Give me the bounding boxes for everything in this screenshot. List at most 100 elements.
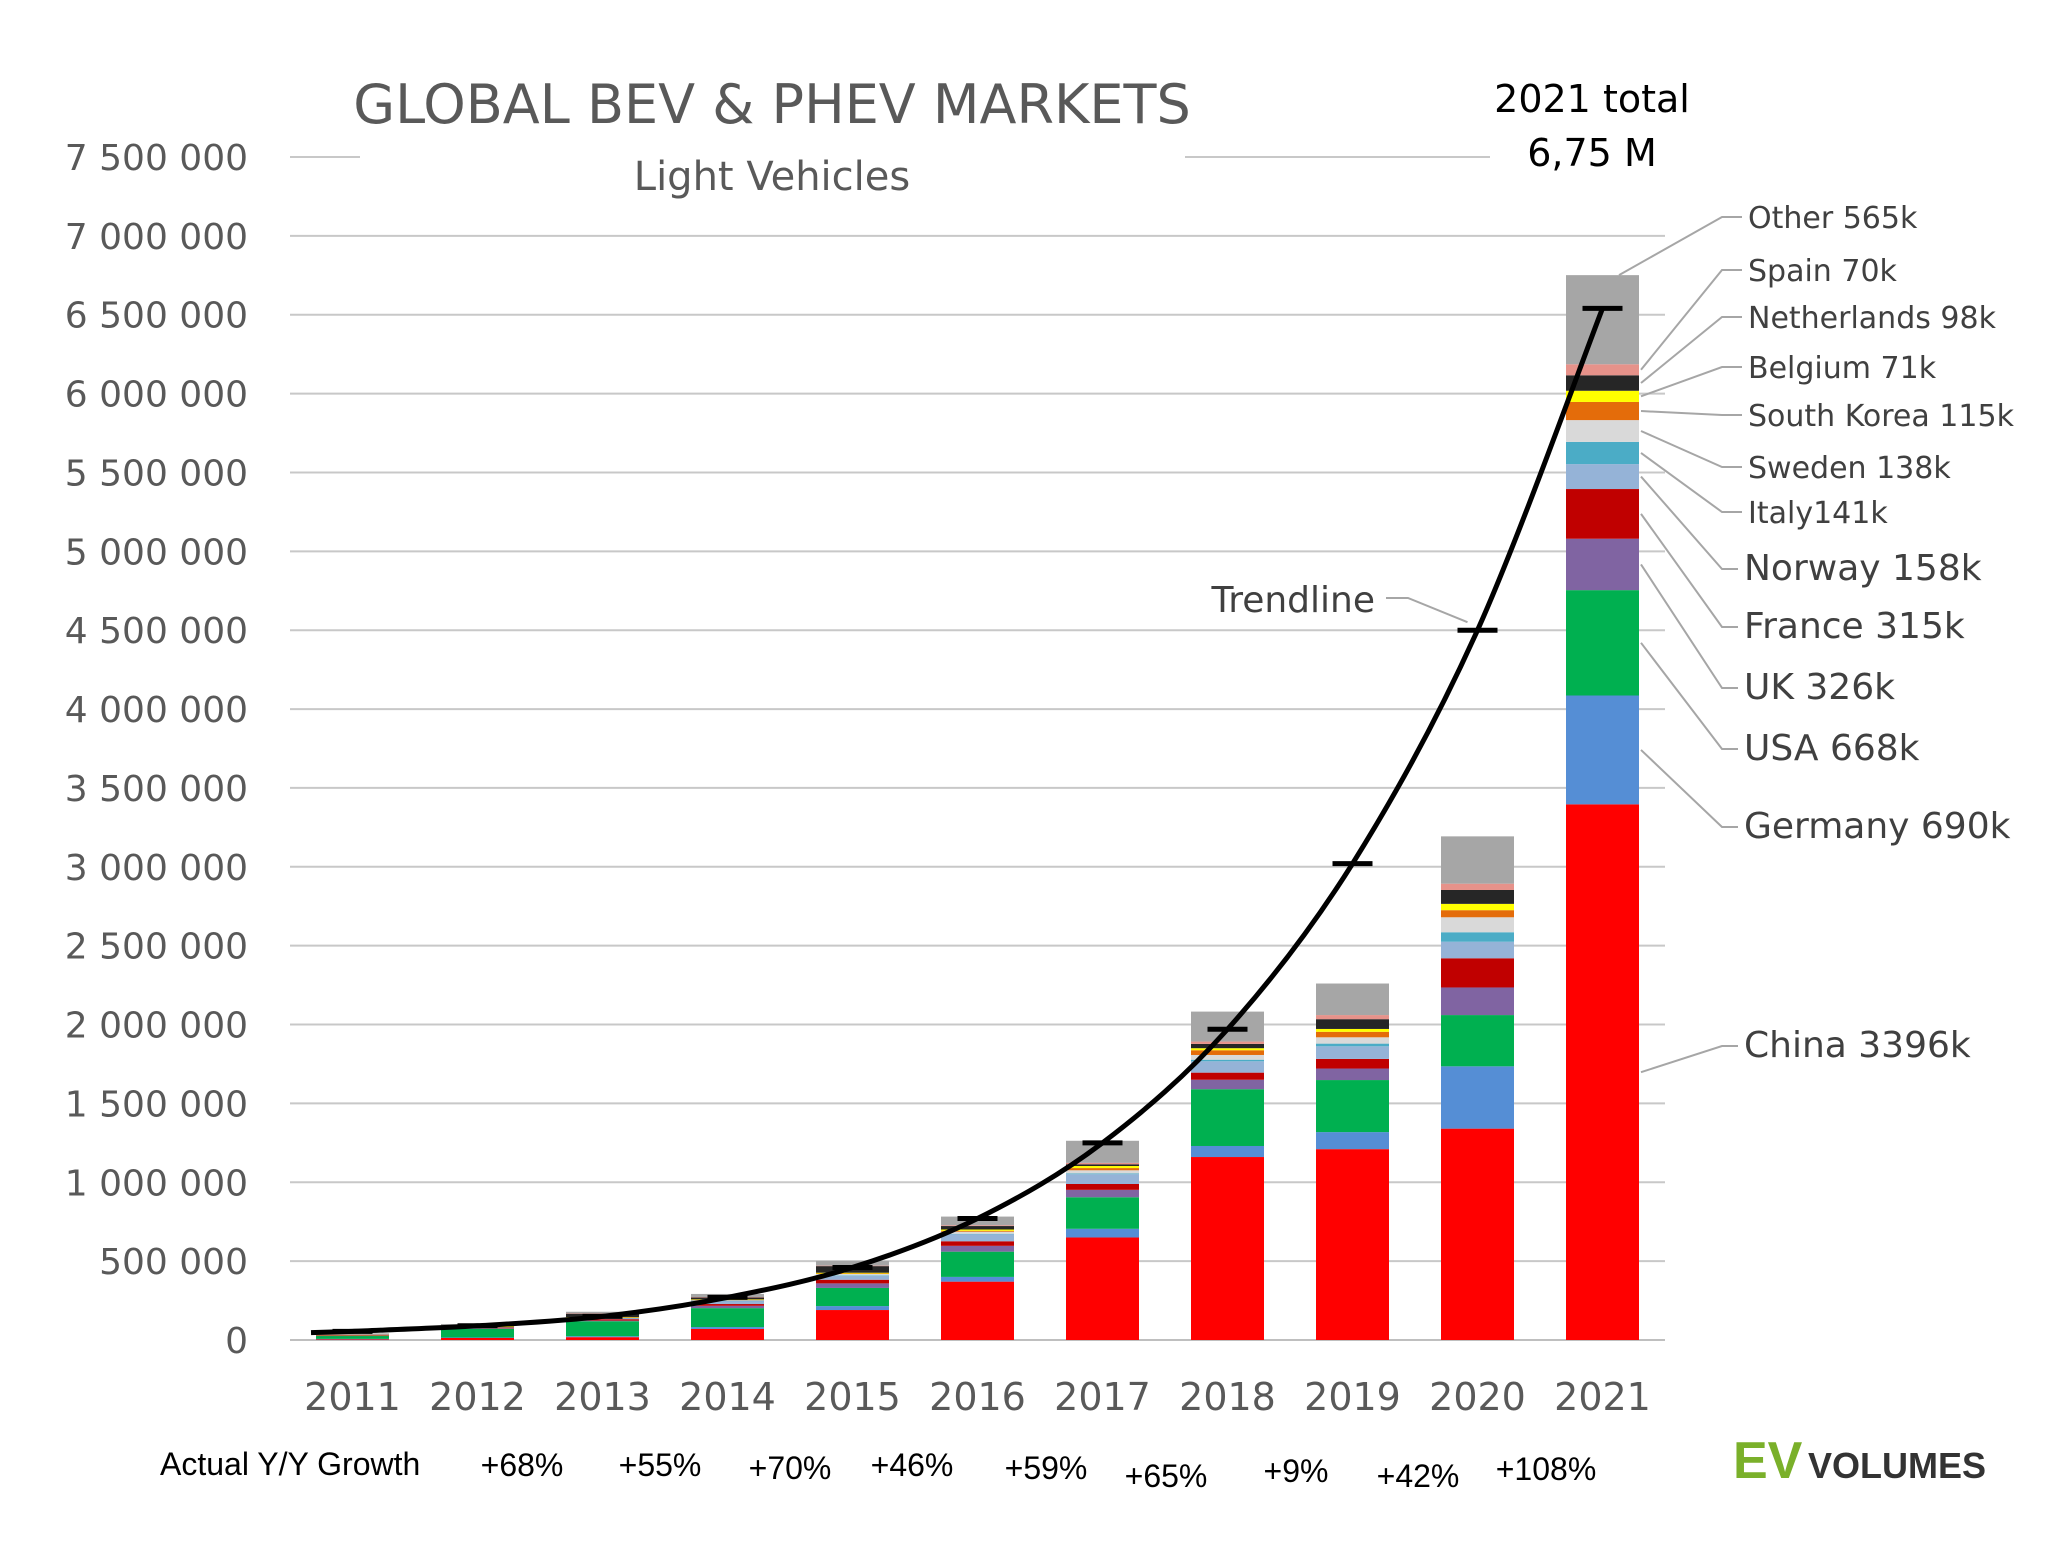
bar-segment <box>1066 1237 1139 1340</box>
bar-segment <box>691 1300 764 1302</box>
bar-segment <box>1441 903 1514 911</box>
segment-labels: Other 565k Spain 70k Netherlands 98k Belgiu… <box>1618 201 2015 1074</box>
bar-segment <box>316 1339 389 1340</box>
bar-segment <box>566 1313 639 1314</box>
bar-segment <box>1316 1058 1389 1069</box>
label-leader <box>1640 642 1738 750</box>
ev-volumes-logo: EV VOLUMES <box>1733 1432 1986 1490</box>
segment-label: Norway 158k <box>1744 548 1982 589</box>
bar-segment <box>1566 590 1639 696</box>
growth-value: +68% <box>481 1447 564 1483</box>
bar-segment <box>1066 1189 1139 1198</box>
segment-label: South Korea 115k <box>1748 399 2015 434</box>
bar-segment <box>1566 441 1639 465</box>
segment-label: Sweden 138k <box>1748 451 1951 486</box>
bar-segment <box>441 1328 514 1338</box>
bar-segment <box>691 1299 764 1301</box>
segment-label: USA 668k <box>1744 728 1920 769</box>
bar-segment <box>941 1245 1014 1252</box>
bar-segment <box>566 1319 639 1321</box>
bar-segment <box>1316 1132 1389 1150</box>
label-leader <box>1640 563 1738 689</box>
growth-values: +68% +55% +70% +46% +59% +65% +9% +42% +108% <box>481 1447 1597 1494</box>
bar-segment <box>441 1337 514 1338</box>
label-leader <box>1640 316 1742 384</box>
bar-segment <box>1191 1072 1264 1080</box>
bar-segment <box>1566 401 1639 421</box>
bar-segment <box>816 1275 889 1280</box>
bar-segment <box>1191 1145 1264 1158</box>
bar-segment <box>816 1275 889 1276</box>
bar-segment <box>1066 1170 1139 1174</box>
label-leader <box>1640 1045 1738 1074</box>
bar-segment <box>1441 1066 1514 1129</box>
bar-segment <box>1566 275 1639 365</box>
x-tick-label: 2018 <box>1179 1375 1276 1419</box>
bar-segment <box>1566 695 1639 805</box>
label-leader <box>1640 749 1738 828</box>
bar-segment <box>941 1226 1014 1230</box>
bar-segment <box>941 1231 1014 1234</box>
bar-segment <box>1191 1050 1264 1055</box>
bar-segment <box>1191 1089 1264 1146</box>
bar-segment <box>316 1334 389 1336</box>
bar-segment <box>1066 1168 1139 1171</box>
label-leader <box>1618 216 1742 277</box>
bar-segment <box>1316 1046 1389 1059</box>
y-tick-label: 5 000 000 <box>65 532 248 573</box>
bar-segment <box>1441 836 1514 884</box>
bar-segment <box>441 1337 514 1340</box>
y-tick-label: 500 000 <box>99 1242 248 1283</box>
bar-segment <box>691 1305 764 1309</box>
bar-segment <box>1441 941 1514 959</box>
bar-segment <box>816 1279 889 1284</box>
bar-segment <box>1441 1015 1514 1067</box>
trendline-leader <box>1386 597 1468 624</box>
x-tick-label: 2017 <box>1054 1375 1151 1419</box>
bar-segment <box>1441 889 1514 904</box>
segment-label: Other 565k <box>1748 201 1918 236</box>
bar-segment <box>1316 1043 1389 1047</box>
segment-label: Netherlands 98k <box>1748 301 1997 336</box>
y-tick-label: 4 000 000 <box>65 690 248 731</box>
growth-label: Actual Y/Y Growth <box>160 1446 420 1482</box>
bar-segment <box>1566 375 1639 391</box>
bar-segment <box>1441 958 1514 988</box>
bar-segment <box>1441 987 1514 1016</box>
label-leader <box>1640 513 1738 628</box>
bar-segment <box>816 1283 889 1288</box>
bar-segment <box>816 1287 889 1307</box>
bar-segment <box>1191 1043 1264 1049</box>
y-tick-label: 2 000 000 <box>65 1006 248 1047</box>
y-tick-label: 1 500 000 <box>65 1084 248 1125</box>
bar-segment <box>691 1304 764 1306</box>
bar-segment <box>1316 1015 1389 1020</box>
label-leader <box>1640 452 1742 513</box>
y-tick-label: 7 500 000 <box>65 138 248 179</box>
bar-segment <box>1316 1037 1389 1044</box>
bar-segment <box>1191 1048 1264 1051</box>
y-tick-label: 0 <box>225 1321 248 1362</box>
y-tick-label: 5 500 000 <box>65 453 248 494</box>
bar-segment <box>316 1335 389 1336</box>
bar-segment <box>566 1320 639 1322</box>
bar-segment <box>1566 804 1639 1340</box>
bar-segment <box>316 1338 389 1340</box>
bar-segment <box>941 1225 1014 1227</box>
growth-value: +55% <box>619 1447 702 1483</box>
x-tick-label: 2020 <box>1429 1375 1526 1419</box>
trendline: Trendline <box>310 305 1623 1336</box>
bar-segment <box>566 1321 639 1337</box>
segment-label: Italy141k <box>1748 496 1888 531</box>
bar-segment <box>941 1241 1014 1246</box>
trendline-label: Trendline <box>1211 580 1376 621</box>
growth-value: +108% <box>1496 1451 1597 1487</box>
y-tick-label: 4 500 000 <box>65 611 248 652</box>
bar-segment <box>816 1260 889 1266</box>
bar-segment <box>816 1272 889 1274</box>
bar-segment <box>1441 1128 1514 1340</box>
bar-segment <box>816 1273 889 1275</box>
stacked-bars <box>316 275 1639 1340</box>
bar-segment <box>1441 932 1514 942</box>
